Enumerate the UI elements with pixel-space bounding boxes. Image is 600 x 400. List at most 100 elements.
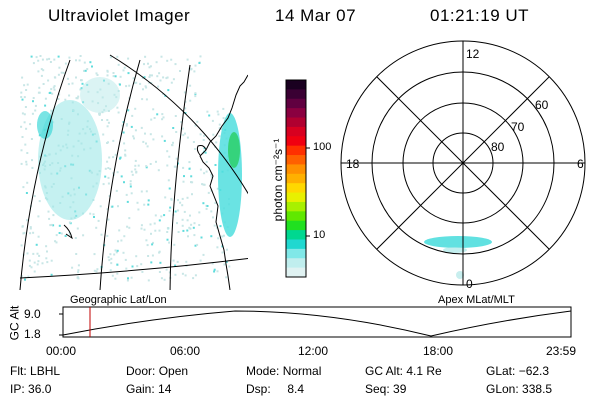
aurora-speckle xyxy=(92,213,95,216)
aurora-speckle xyxy=(39,55,42,57)
aurora-speckle xyxy=(160,215,163,218)
aurora-speckle xyxy=(113,253,116,256)
aurora-speckle xyxy=(116,171,119,174)
colorbar-tick-10: 10 xyxy=(313,229,326,241)
aurora-speckle xyxy=(131,265,134,268)
aurora-speckle xyxy=(184,107,187,110)
meridian-line xyxy=(99,59,141,290)
aurora-speckle xyxy=(147,279,150,282)
aurora-speckle xyxy=(153,117,156,119)
aurora-speckle xyxy=(20,149,23,152)
aurora-speckle xyxy=(192,141,195,143)
aurora-speckle xyxy=(177,199,179,202)
colorbar-cell xyxy=(286,145,306,156)
aurora-speckle xyxy=(221,235,224,238)
aurora-speckle xyxy=(182,229,185,232)
aurora-speckle xyxy=(172,78,175,81)
aurora-speckle xyxy=(99,205,102,208)
aurora-speckle xyxy=(193,70,196,73)
aurora-speckle xyxy=(114,249,117,252)
aurora-speckle xyxy=(135,255,138,258)
aurora-speckle xyxy=(217,237,220,240)
aurora-speckle xyxy=(167,89,170,92)
aurora-speckle xyxy=(165,268,168,271)
aurora-speckle xyxy=(130,276,133,279)
aurora-speckle xyxy=(33,195,36,198)
aurora-speckle xyxy=(174,115,177,117)
aurora-speckle xyxy=(221,251,224,254)
aurora-speckle xyxy=(214,164,217,166)
aurora-speckle xyxy=(131,114,134,117)
aurora-speckle xyxy=(128,84,131,87)
gain-field: Gain: 14 xyxy=(126,382,172,396)
aurora-speckle xyxy=(29,226,32,229)
aurora-speckle xyxy=(30,138,33,140)
aurora-speckle xyxy=(162,116,165,119)
aurora-speckle xyxy=(162,76,165,79)
colorbar-cell xyxy=(286,126,306,137)
aurora-speckle xyxy=(194,148,197,150)
aurora-speckle xyxy=(23,84,26,87)
aurora-speckle xyxy=(23,113,26,116)
aurora-speckle xyxy=(107,256,110,259)
aurora-speckle xyxy=(188,167,191,170)
aurora-speckle xyxy=(123,181,125,184)
aurora-speckle xyxy=(112,156,115,159)
aurora-speckle xyxy=(26,152,29,154)
aurora-speckle xyxy=(151,243,154,246)
aurora-speckle xyxy=(154,214,157,217)
aurora-speckle xyxy=(28,259,31,262)
time-tick: 06:00 xyxy=(170,344,201,358)
aurora-speckle xyxy=(141,270,144,273)
aurora-speckle xyxy=(203,172,206,175)
aurora-speckle xyxy=(53,88,56,91)
aurora-speckle xyxy=(189,99,192,102)
aurora-speckle xyxy=(168,187,171,190)
aurora-speckle xyxy=(136,265,139,268)
aurora-speckle xyxy=(158,72,161,75)
gc-alt-field: GC Alt: 4.1 Re xyxy=(365,364,442,378)
aurora-speckle xyxy=(182,134,185,137)
time-tick: 18:00 xyxy=(423,344,454,358)
aurora-speckle xyxy=(144,85,147,88)
aurora-speckle xyxy=(134,168,137,171)
aurora-speckle xyxy=(150,232,152,235)
colorbar-cell xyxy=(286,201,306,212)
aurora-speckle xyxy=(186,58,189,61)
lat-label-60: 60 xyxy=(535,98,549,112)
aurora-speckle xyxy=(128,217,131,220)
aurora-speckle xyxy=(216,270,219,273)
aurora-speckle xyxy=(37,215,40,218)
colorbar-cell xyxy=(286,155,306,165)
aurora-speckle xyxy=(75,253,78,255)
aurora-speckle xyxy=(34,109,37,112)
aurora-speckle xyxy=(148,76,151,78)
aurora-speckle xyxy=(25,160,28,163)
aurora-speckle xyxy=(49,224,52,227)
aurora-speckle xyxy=(50,259,53,262)
aurora-speckle xyxy=(23,121,26,124)
aurora-speckle xyxy=(144,55,147,58)
aurora-speckle xyxy=(107,218,110,221)
aurora-speckle xyxy=(216,110,219,113)
altitude-tick-high: 9.0 xyxy=(24,307,41,321)
aurora-speckle xyxy=(207,191,210,194)
aurora-speckle xyxy=(57,73,60,76)
mlt-label-top: 12 xyxy=(466,47,480,61)
aurora-speckle xyxy=(108,259,111,262)
aurora-speckle xyxy=(159,261,162,264)
aurora-speckle xyxy=(194,124,197,127)
aurora-speckle xyxy=(135,170,138,173)
aurora-speckle xyxy=(26,83,29,86)
aurora-speckle xyxy=(60,232,63,235)
aurora-speckle xyxy=(76,276,79,279)
aurora-speckle xyxy=(194,64,197,67)
aurora-speckle xyxy=(23,96,26,99)
aurora-speckle xyxy=(29,123,32,126)
time-label: 01:21:19 UT xyxy=(430,6,530,25)
aurora-speckle xyxy=(151,74,153,77)
aurora-speckle xyxy=(183,210,186,213)
aurora-speckle xyxy=(86,68,89,71)
aurora-speckle xyxy=(134,164,137,167)
